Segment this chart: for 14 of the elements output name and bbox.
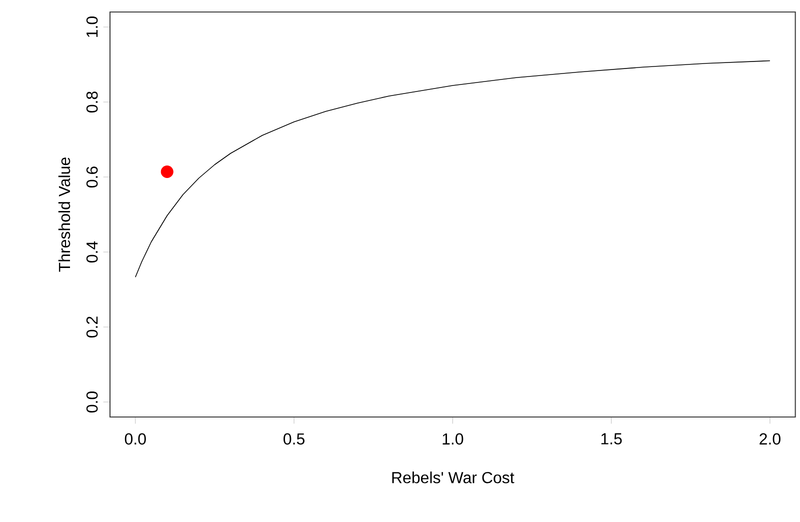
y-tick-label: 1.0 — [86, 16, 98, 37]
x-tick-label: 0.5 — [284, 433, 304, 445]
x-axis-title: Rebels' War Cost — [392, 472, 514, 484]
y-tick-label: 0.2 — [86, 316, 98, 338]
x-tick-label: 2.0 — [760, 433, 780, 445]
line-series — [134, 60, 770, 278]
x-tick-label: 1.5 — [601, 433, 622, 444]
y-tick-label: 0.6 — [86, 166, 98, 188]
y-tick-label: 0.0 — [86, 391, 98, 412]
x-tick-label: 1.0 — [442, 433, 464, 445]
y-axis-title: Threshold Value — [58, 158, 70, 272]
y-tick-label: 0.4 — [86, 241, 98, 262]
x-tick-label: 0.0 — [124, 433, 146, 445]
y-tick-label: 0.8 — [86, 92, 98, 112]
